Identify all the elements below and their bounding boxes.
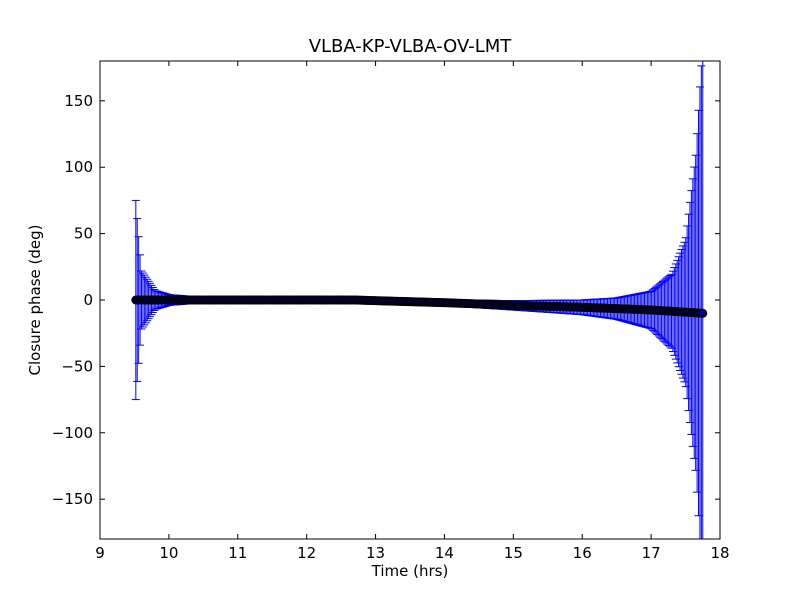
y-tick-label: 150	[64, 92, 93, 110]
y-tick-label: −50	[61, 357, 93, 375]
y-tick-label: 100	[64, 158, 93, 176]
y-tick-label: −100	[52, 424, 93, 442]
x-tick-label: 11	[228, 544, 247, 562]
errorbar-group	[131, 61, 706, 539]
x-axis: 9 10 11 12 13 14 15 16 17 18	[95, 61, 730, 562]
y-tick-label: 0	[83, 291, 93, 309]
x-tick-label: 9	[95, 544, 105, 562]
x-tick-label: 14	[435, 544, 454, 562]
x-tick-label: 15	[504, 544, 523, 562]
y-axis-label: Closure phase (deg)	[26, 225, 44, 376]
x-tick-label: 13	[366, 544, 385, 562]
x-axis-label: Time (hrs)	[371, 562, 449, 580]
y-tick-label: −150	[52, 490, 93, 508]
x-tick-label: 12	[297, 544, 316, 562]
chart-title: VLBA-KP-VLBA-OV-LMT	[309, 36, 513, 57]
x-tick-label: 18	[710, 544, 729, 562]
y-axis: −150 −100 −50 0 50 100 150	[52, 92, 720, 508]
y-tick-label: 50	[74, 225, 93, 243]
marker-group	[131, 295, 708, 318]
x-tick-label: 17	[642, 544, 661, 562]
x-tick-label: 16	[573, 544, 592, 562]
x-tick-label: 10	[159, 544, 178, 562]
data-point	[698, 308, 708, 318]
